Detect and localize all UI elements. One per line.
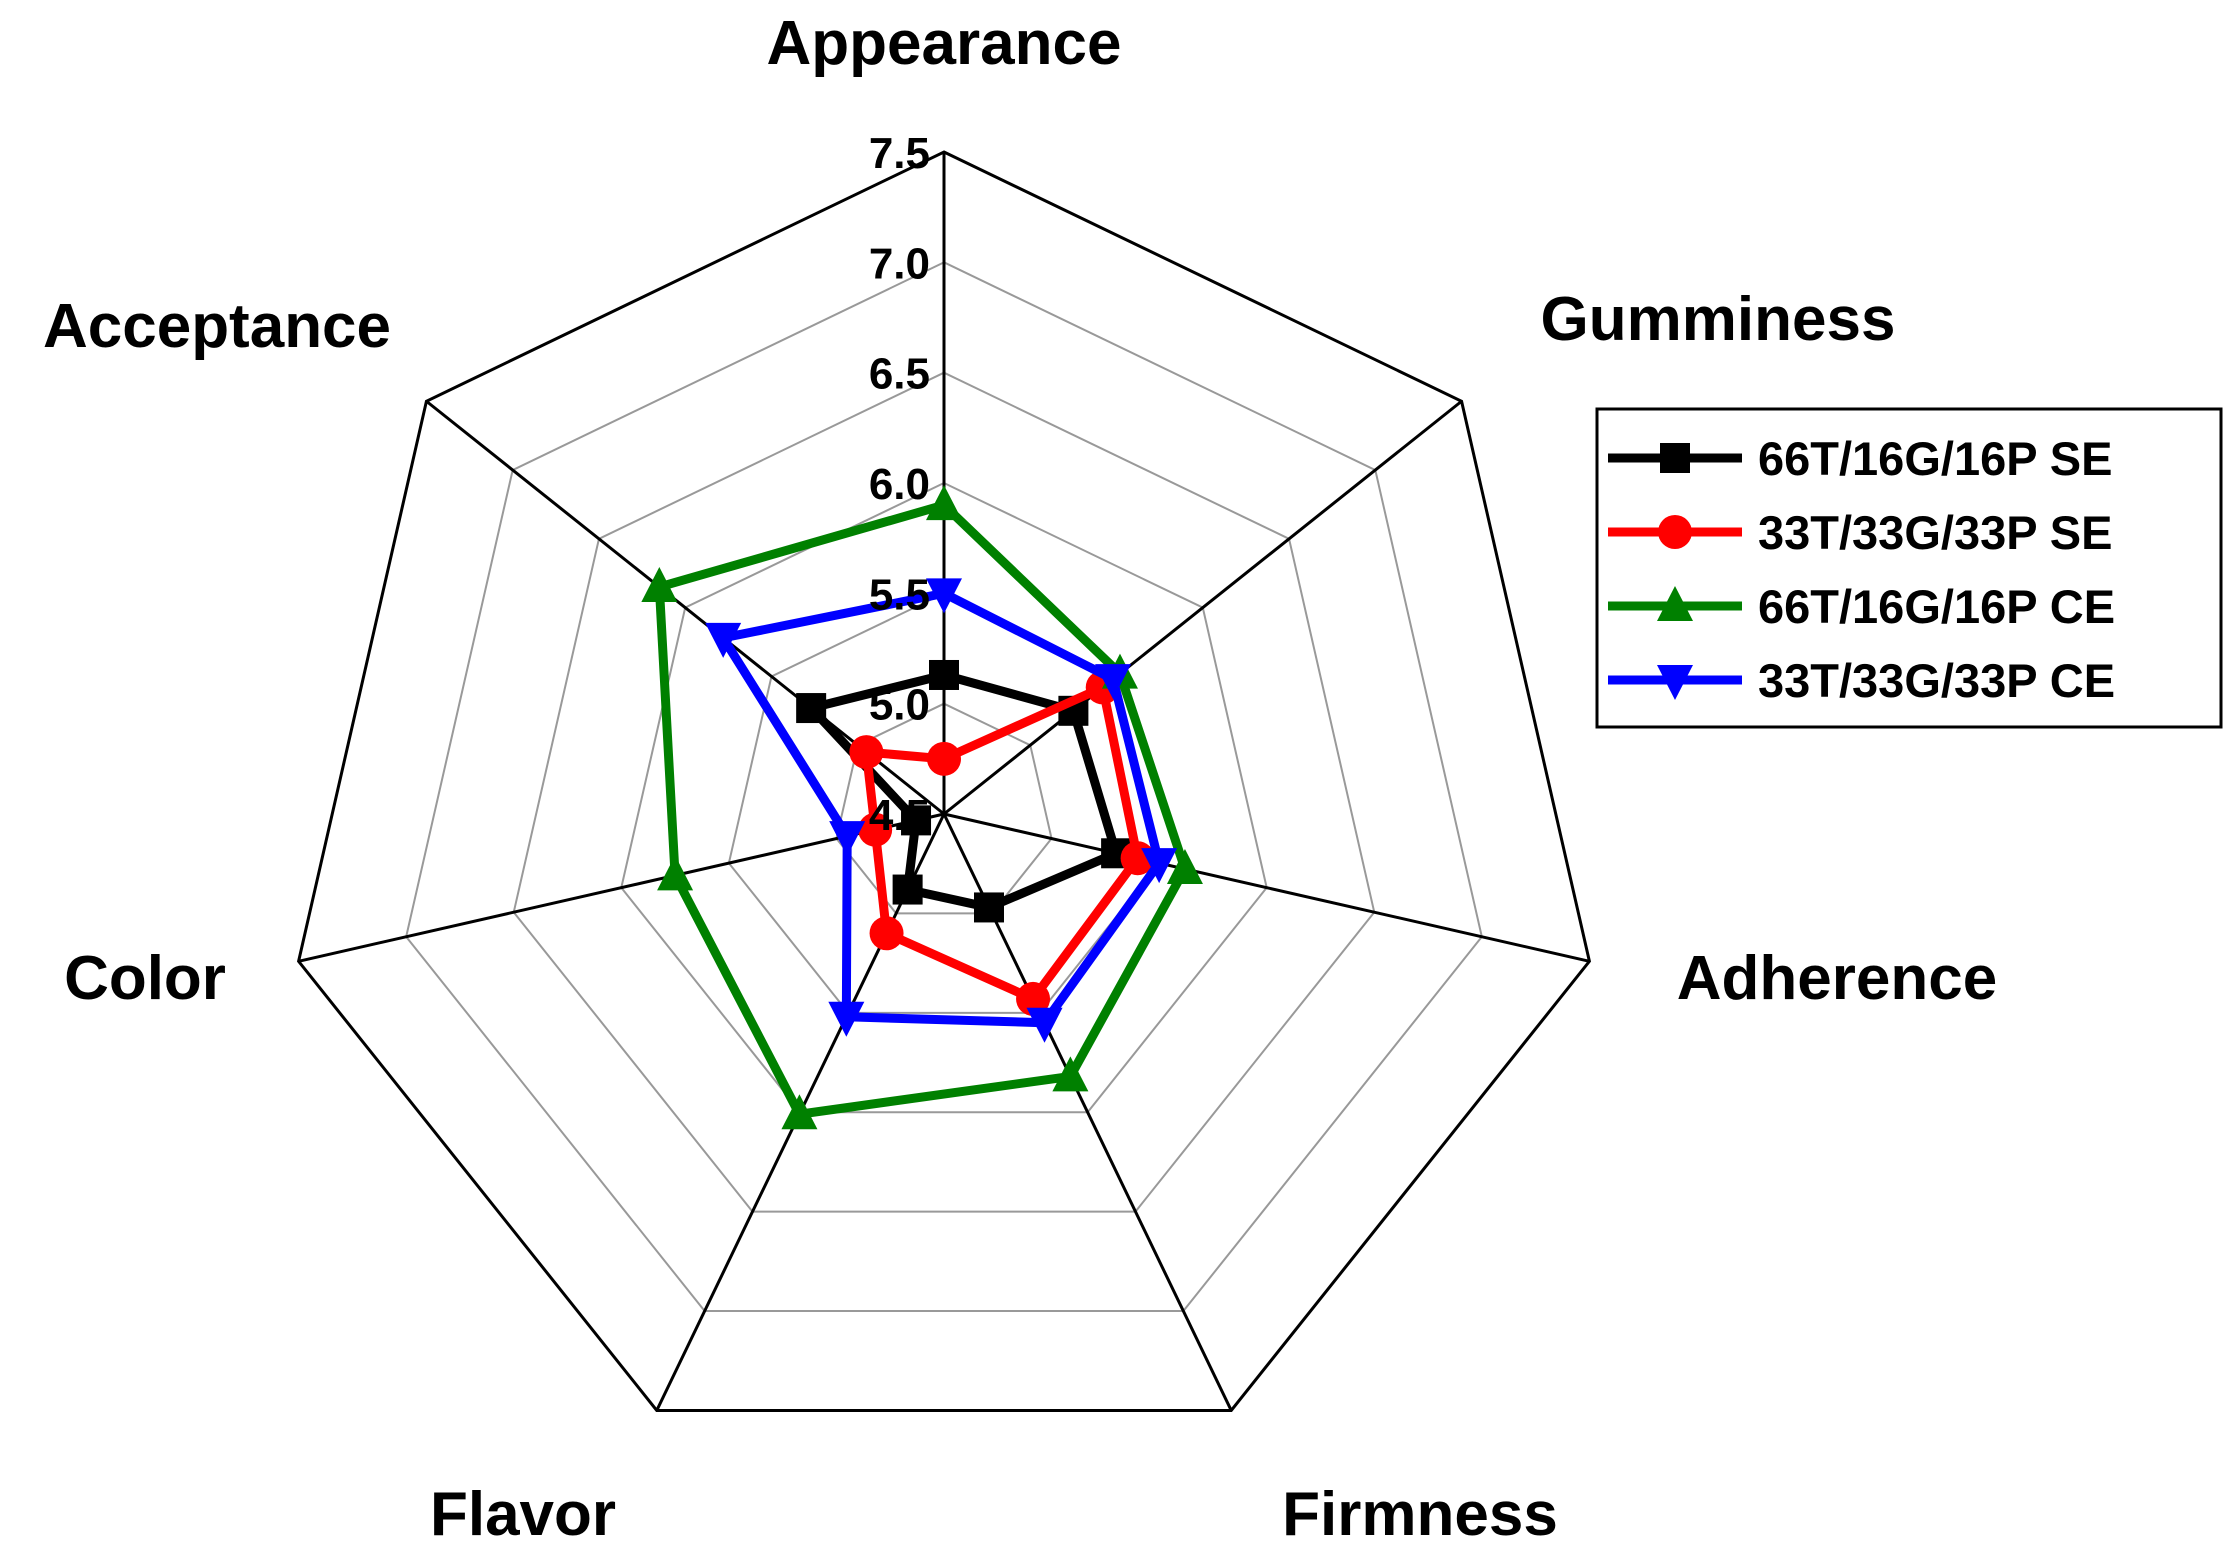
axis-label-adherence: Adherence (1677, 944, 1997, 1013)
legend: 66T/16G/16P SE 33T/33G/33P SE 66T/16G/16P … (1595, 407, 2223, 729)
radar-axis-lines (298, 152, 1590, 1412)
data-point (1660, 443, 1690, 473)
grid-ring (405, 261, 1483, 1313)
grid-ring (512, 371, 1376, 1213)
data-point (929, 659, 959, 690)
tick-label: 6.0 (869, 460, 930, 509)
data-point (926, 485, 962, 521)
axis-spoke (943, 812, 1590, 963)
series-1 (849, 670, 1155, 1016)
tick-label: 7.5 (869, 129, 930, 178)
data-point (781, 1094, 818, 1130)
series-3 (705, 578, 1178, 1043)
tick-label: 7.0 (869, 239, 930, 288)
axis-label-firmness: Firmness (1282, 1480, 1558, 1549)
data-point (705, 622, 742, 658)
data-point (1016, 981, 1051, 1016)
tick-label: 4.5 (869, 791, 930, 840)
data-point (1658, 515, 1692, 549)
data-point (1026, 1007, 1063, 1043)
data-point (901, 805, 932, 836)
legend-label: 33T/33G/33P SE (1758, 506, 2112, 559)
tick-label: 6.5 (869, 350, 930, 399)
series-layer (641, 485, 1203, 1130)
legend-item: 33T/33G/33P SE (1608, 506, 2112, 559)
legend-item: 66T/16G/16P SE (1608, 432, 2112, 485)
axis-label-acceptance: Acceptance (43, 292, 391, 361)
data-point (1095, 664, 1132, 700)
data-point (858, 812, 893, 847)
data-point (892, 874, 923, 905)
data-point (1166, 848, 1203, 884)
data-point (829, 821, 866, 857)
grid-ring (296, 150, 1592, 1412)
series-2 (641, 485, 1203, 1130)
data-point (1052, 1056, 1089, 1092)
legend-item: 33T/33G/33P CE (1608, 654, 2115, 707)
axis-label-flavor: Flavor (430, 1480, 616, 1549)
legend-label: 66T/16G/16P SE (1758, 432, 2112, 485)
data-point (869, 916, 904, 951)
data-point (927, 741, 961, 776)
grid-ring (620, 481, 1268, 1114)
tick-label: 5.0 (869, 681, 930, 730)
series-line (715, 588, 1165, 1028)
tick-label: 5.5 (869, 570, 930, 619)
data-point (657, 855, 694, 891)
series-0 (796, 659, 1132, 923)
radial-tick-labels: 4.5 5.0 5.5 6.0 6.5 7.0 7.5 (869, 129, 930, 840)
legend-item: 66T/16G/16P CE (1608, 580, 2115, 633)
data-point (796, 693, 827, 724)
data-point (1657, 586, 1693, 621)
data-point (1141, 848, 1178, 884)
legend-label: 33T/33G/33P CE (1758, 654, 2115, 707)
axis-label-appearance: Appearance (767, 9, 1122, 78)
axis-label-color: Color (64, 944, 226, 1013)
data-point (1657, 665, 1693, 700)
data-point (828, 1001, 865, 1037)
data-point (849, 735, 884, 770)
data-point (926, 578, 962, 614)
data-point (641, 566, 678, 602)
axis-labels: Appearance Gumminess Adherence Firmness Flav… (43, 9, 1997, 1549)
axis-spoke (943, 400, 1463, 816)
series-line (654, 500, 1190, 1120)
data-point (973, 892, 1004, 923)
series-line (802, 670, 1122, 913)
legend-label: 66T/16G/16P CE (1758, 580, 2115, 633)
axis-spoke (298, 812, 945, 963)
axis-label-gumminess: Gumminess (1541, 285, 1896, 354)
